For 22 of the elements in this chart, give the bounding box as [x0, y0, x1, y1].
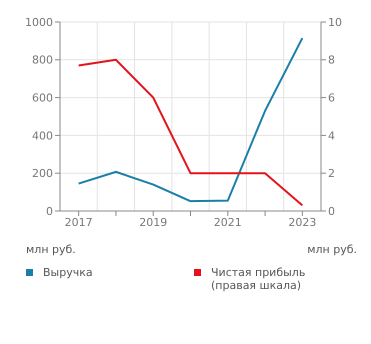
y2-tick-label: 8: [328, 54, 335, 67]
line-series: [78, 58, 304, 206]
x-tick-label: 2017: [64, 216, 93, 229]
line-series: [78, 37, 304, 202]
y2-axis-title: млн руб.: [307, 243, 357, 256]
y-tick-label: 600: [32, 92, 53, 105]
y-tick-label: 0: [46, 204, 53, 218]
y-tick-label: 1000: [25, 16, 53, 29]
y2-tick-label: 2: [328, 167, 335, 180]
y2-tick-label: 6: [328, 92, 335, 105]
y2-tick-label: 0: [328, 204, 335, 218]
legend-label: Чистая прибыль (правая шкала): [211, 266, 306, 292]
x-tick-label: 2021: [214, 216, 242, 229]
y-tick-label: 800: [32, 54, 53, 67]
y-axis-title: млн руб.: [26, 243, 76, 256]
x-tick-label: 2019: [139, 216, 168, 229]
y2-tick-label: 4: [328, 129, 335, 142]
legend-label: Выручка: [43, 266, 93, 279]
y-tick-label: 400: [32, 129, 53, 142]
y-tick-label: 200: [32, 167, 53, 180]
y2-tick-label: 10: [328, 16, 342, 29]
x-tick-label: 2023: [288, 216, 316, 229]
